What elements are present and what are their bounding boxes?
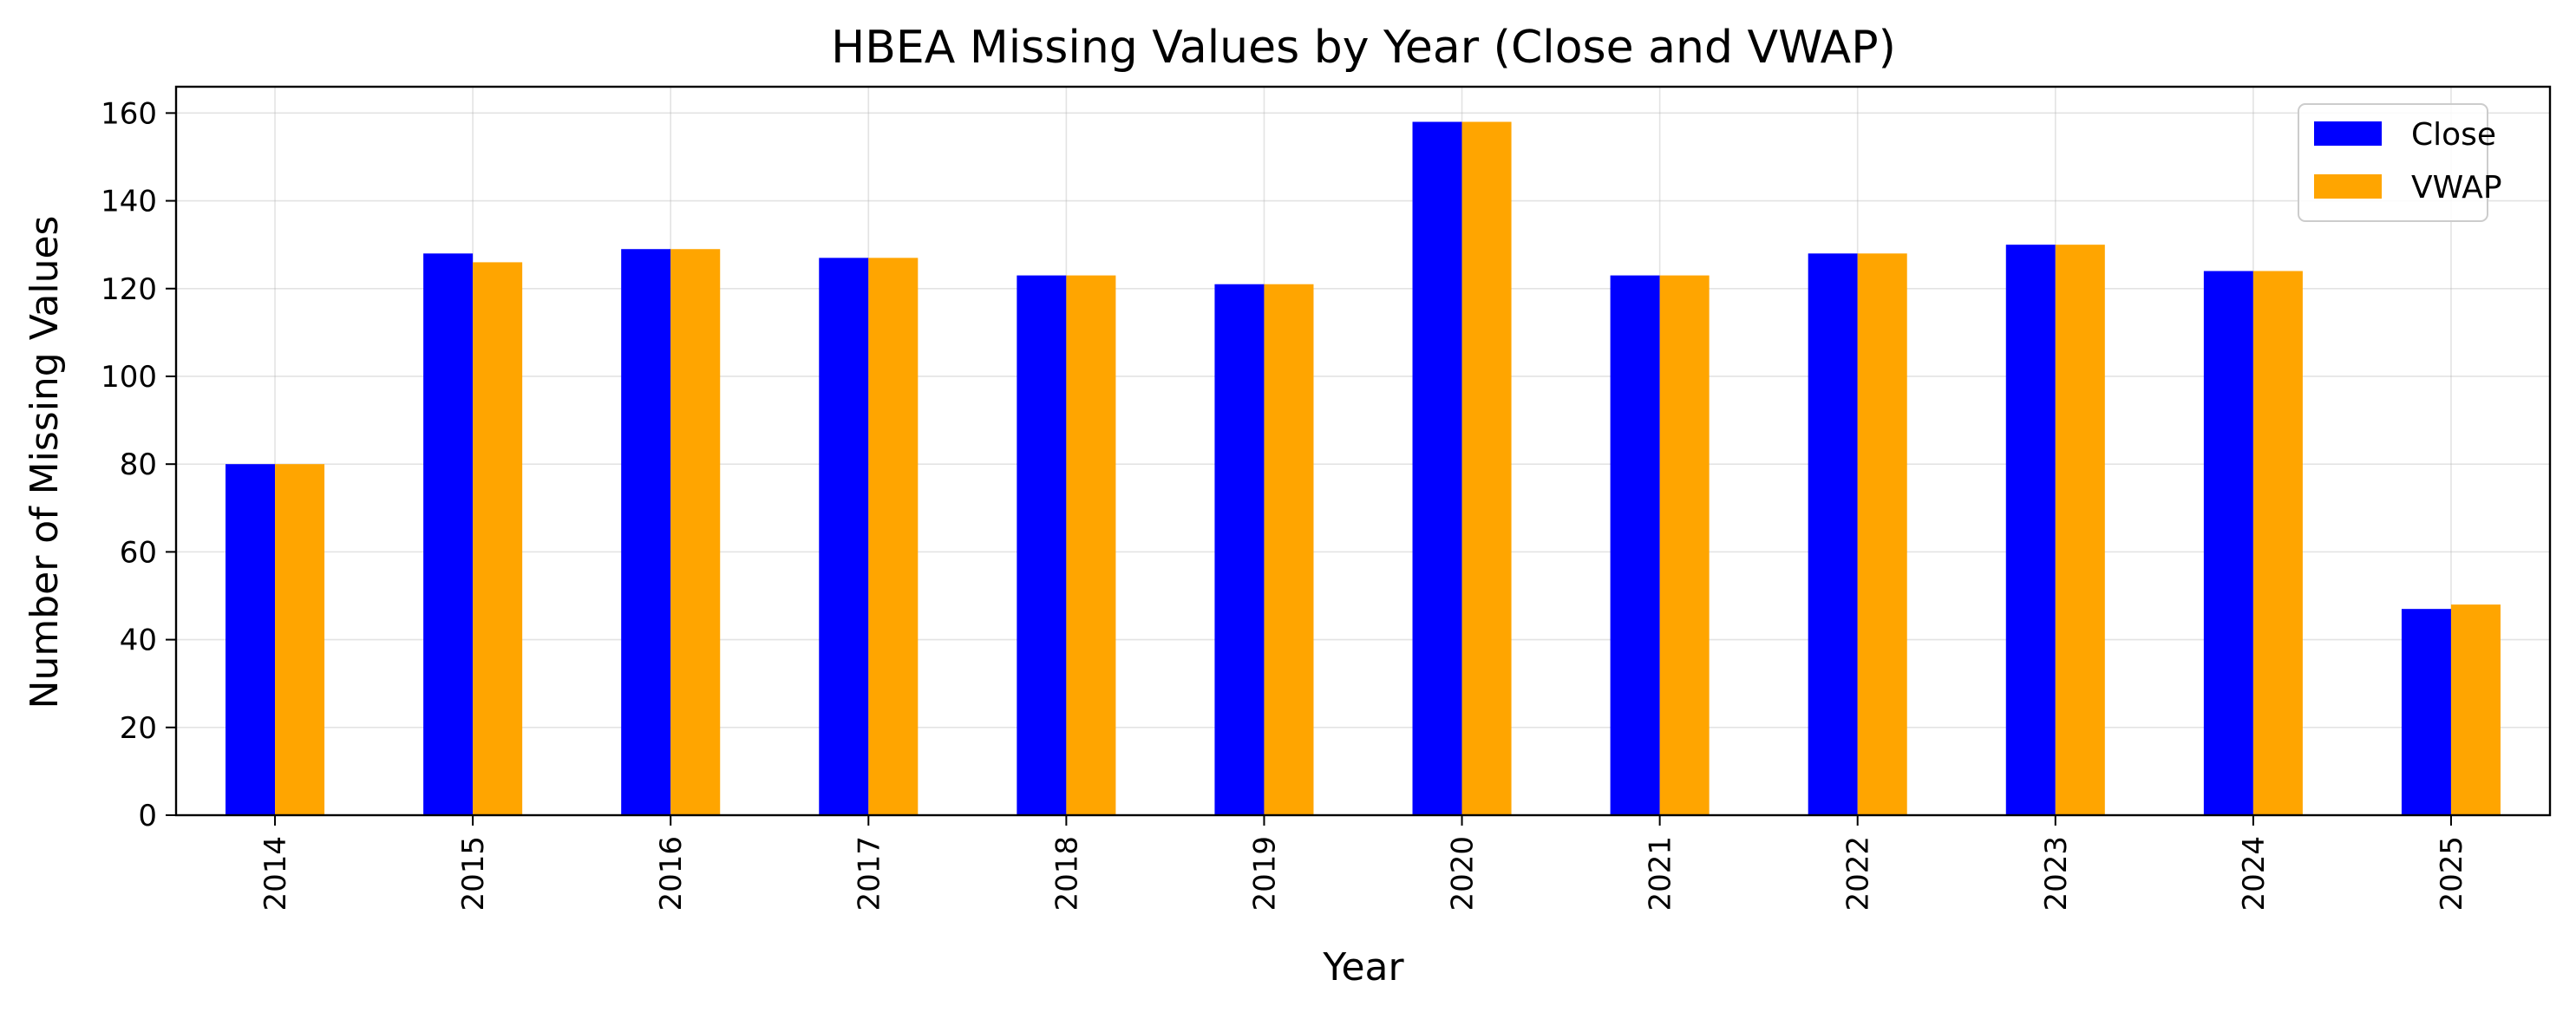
legend-label-close: Close (2411, 117, 2496, 153)
chart-title: HBEA Missing Values by Year (Close and V… (831, 22, 1896, 74)
x-tick-label: 2025 (2435, 836, 2469, 911)
x-tick-label: 2014 (258, 836, 293, 911)
bar-vwap-2025 (2450, 604, 2501, 815)
y-tick-label: 100 (101, 360, 157, 395)
bar-close-2019 (1214, 284, 1265, 816)
y-tick-label: 120 (101, 272, 157, 307)
bar-close-2016 (621, 249, 671, 816)
bar-vwap-2020 (1461, 121, 1512, 815)
y-axis-label: Number of Missing Values (23, 216, 67, 709)
bar-vwap-2016 (670, 249, 721, 816)
bar-vwap-2017 (868, 258, 919, 816)
y-tick-label: 160 (101, 96, 157, 131)
grid (176, 87, 2550, 816)
y-tick-label: 20 (120, 711, 157, 746)
legend-label-vwap: VWAP (2411, 170, 2502, 206)
x-tick-label: 2019 (1247, 836, 1282, 911)
x-tick-label: 2021 (1644, 836, 1678, 911)
x-ticks: 2014 2015 2016 2017 2018 2019 2020 2021 2022 2023… (258, 815, 2469, 911)
bar-close-2015 (423, 253, 474, 815)
bar-vwap-2021 (1659, 275, 1710, 816)
bars (226, 121, 2501, 816)
plot-frame (174, 85, 2552, 817)
bar-close-2014 (226, 464, 276, 815)
x-tick-label: 2022 (1841, 836, 1876, 911)
x-tick-label: 2017 (852, 836, 886, 911)
bar-close-2022 (1808, 253, 1858, 815)
bar-vwap-2024 (2252, 271, 2303, 815)
y-tick-label: 140 (101, 185, 157, 219)
bar-close-2018 (1017, 275, 1067, 816)
y-tick-label: 80 (120, 447, 157, 482)
y-ticks: 0 20 40 60 80 100 120 140 160 (101, 96, 176, 833)
bar-close-2024 (2203, 271, 2253, 815)
y-tick-label: 40 (120, 624, 157, 658)
x-tick-label: 2024 (2237, 836, 2272, 911)
bar-vwap-2023 (2055, 245, 2105, 815)
bar-close-2025 (2401, 609, 2451, 815)
bar-close-2021 (1610, 275, 1660, 816)
bar-vwap-2018 (1066, 275, 1116, 816)
x-axis-label: Year (1322, 945, 1404, 990)
legend: Close VWAP (2298, 103, 2502, 222)
axes (174, 85, 2552, 817)
x-tick-label: 2023 (2039, 836, 2074, 911)
y-tick-label: 60 (120, 535, 157, 570)
legend-swatch-close (2314, 121, 2382, 146)
bar-close-2017 (819, 258, 869, 816)
bar-vwap-2015 (473, 262, 523, 815)
bar-close-2023 (2005, 245, 2056, 815)
x-tick-label: 2020 (1446, 836, 1481, 911)
x-tick-label: 2015 (456, 836, 491, 911)
bar-vwap-2022 (1857, 253, 1907, 815)
bar-close-2020 (1412, 121, 1462, 815)
bar-vwap-2019 (1264, 284, 1314, 816)
x-tick-label: 2018 (1049, 836, 1084, 911)
x-tick-label: 2016 (654, 836, 689, 911)
legend-swatch-vwap (2314, 174, 2382, 199)
bar-vwap-2014 (275, 464, 325, 815)
y-tick-label: 0 (138, 799, 157, 833)
